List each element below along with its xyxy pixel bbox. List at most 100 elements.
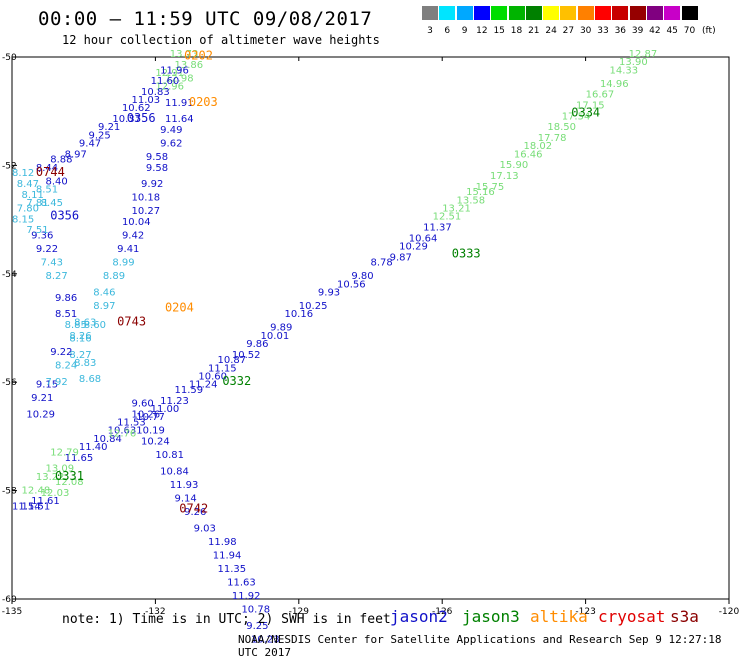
- swh-value: 13.73: [170, 49, 199, 60]
- scale-swatch: [422, 6, 438, 20]
- swh-value: 10.37: [112, 114, 141, 125]
- swh-value: 10.78: [241, 605, 270, 616]
- credit-text: NOAA/NESDIS Center for Satellite Applica…: [238, 633, 722, 659]
- lat-tick-label: -52: [2, 161, 17, 171]
- swh-value: 11.92: [232, 591, 261, 602]
- swh-value: 11.00: [151, 404, 180, 415]
- swh-value: 17.54: [562, 111, 591, 122]
- lat-tick-label: -58: [2, 487, 17, 497]
- swh-value: 10.56: [337, 279, 366, 290]
- scale-label: 27: [562, 26, 575, 36]
- swh-value: 8.51: [55, 309, 77, 320]
- swh-value: 14.33: [610, 65, 639, 76]
- swh-value: 11.91: [165, 98, 194, 109]
- swh-value: 10.81: [155, 450, 184, 461]
- scale-swatch: [543, 6, 560, 20]
- scale-unit: (ft): [702, 26, 716, 36]
- lon-tick-label: -120: [719, 607, 740, 617]
- scale-label: 33: [597, 26, 609, 36]
- swh-value: 9.89: [270, 323, 292, 334]
- pass-time-label: 0744: [36, 165, 65, 179]
- swh-value: 9.41: [117, 244, 139, 255]
- scale-swatch: [664, 6, 681, 20]
- swh-value: 9.36: [31, 231, 53, 242]
- swh-value: 9.86: [246, 339, 268, 350]
- swh-value: 13.09: [45, 464, 74, 475]
- swh-value: 11.63: [227, 577, 256, 588]
- scale-swatch: [473, 6, 490, 20]
- swh-value: 9.25: [246, 621, 268, 632]
- scale-swatch: [629, 6, 646, 20]
- swh-value: 7.51: [26, 225, 48, 236]
- page-subtitle: 12 hour collection of altimeter wave hei…: [62, 33, 380, 47]
- satellite-cryosat: cryosat: [598, 607, 666, 626]
- swh-value: 8.63: [74, 317, 96, 328]
- satellite-jason2: jason2: [390, 607, 448, 626]
- scale-label: 3: [427, 26, 433, 36]
- swh-value: 8.97: [65, 149, 87, 160]
- swh-value: 10.63: [108, 426, 137, 437]
- scale-label: 18: [510, 26, 523, 36]
- swh-value: 10.18: [132, 193, 161, 204]
- swh-value: 18.50: [547, 122, 576, 133]
- swh-value: 11.93: [170, 480, 199, 491]
- page-title: 00:00 – 11:59 UTC 09/08/2017: [38, 8, 373, 30]
- scale-swatch: [595, 6, 611, 20]
- swh-value: 10.26: [132, 409, 161, 420]
- swh-value: 9.86: [55, 293, 77, 304]
- lon-tick-label: -135: [2, 607, 22, 617]
- lon-tick-label: -126: [432, 607, 453, 617]
- swh-value: 15.90: [500, 160, 529, 171]
- swh-value: 17.15: [576, 100, 605, 111]
- swh-value: 9.58: [146, 163, 168, 174]
- swh-value: 7.80: [17, 203, 39, 214]
- scale-swatch: [612, 6, 629, 20]
- swh-value: 9.03: [194, 523, 216, 534]
- swh-value: 13.86: [175, 60, 204, 71]
- swh-value: 12.96: [155, 82, 184, 93]
- lat-tick-label: -60: [2, 595, 17, 605]
- swh-value: 8.26: [69, 331, 91, 342]
- swh-value: 11.24: [189, 380, 218, 391]
- swh-value: 10.64: [409, 233, 438, 244]
- swh-value: 11.37: [423, 222, 452, 233]
- swh-value: 10.04: [122, 217, 151, 228]
- swh-value: 11.51: [22, 502, 51, 513]
- swh-value: 10.84: [160, 466, 189, 477]
- swh-value: 12.03: [41, 488, 70, 499]
- swh-value: 9.21: [98, 122, 120, 133]
- swh-value: 12.91: [155, 68, 184, 79]
- swh-value: 16.67: [586, 90, 615, 101]
- scale-swatch: [439, 6, 456, 20]
- swh-value: 8.47: [17, 179, 39, 190]
- pass-time-label: 0743: [117, 314, 146, 328]
- swh-value: 12.51: [433, 212, 462, 223]
- satellite-jason3: jason3: [462, 607, 520, 626]
- swh-value: 8.11: [22, 190, 44, 201]
- scale-label: 70: [683, 26, 696, 36]
- swh-value: 11.96: [160, 65, 189, 76]
- swh-value: 10.23: [251, 634, 280, 645]
- swh-value: 10.29: [399, 241, 428, 252]
- swh-value: 8.16: [69, 334, 91, 345]
- swh-value: 9.14: [175, 493, 197, 504]
- scale-label: 21: [528, 26, 540, 36]
- lon-tick-label: -123: [575, 607, 595, 617]
- swh-value: 9.22: [36, 244, 58, 255]
- scale-label: 6: [444, 26, 451, 36]
- swh-value: 12.87: [629, 49, 658, 60]
- swh-value: 9.93: [318, 287, 340, 298]
- swh-value: 9.80: [351, 271, 373, 282]
- swh-value: 11.60: [151, 76, 180, 87]
- swh-value: 8.46: [93, 287, 115, 298]
- swh-value: 11.53: [117, 418, 146, 429]
- swh-value: 16.46: [514, 149, 543, 160]
- swh-value: 10.27: [132, 206, 161, 217]
- swh-value: 10.16: [284, 309, 313, 320]
- swh-value: 9.42: [122, 231, 144, 242]
- scale-label: 36: [614, 26, 627, 36]
- swh-value: 13.22: [36, 472, 65, 483]
- swh-value: 10.29: [26, 409, 55, 420]
- swh-value: 9.58: [146, 152, 168, 163]
